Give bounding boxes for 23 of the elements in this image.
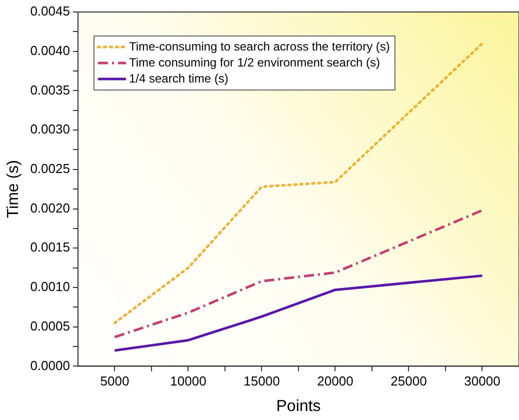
y-tick-label: 0.0035	[30, 82, 70, 98]
x-axis-title: Points	[276, 398, 321, 415]
y-tick-label: 0.0020	[30, 200, 70, 216]
y-tick-label: 0.0010	[30, 279, 70, 294]
legend-label: Time consuming for 1/2 environment search (s)	[128, 55, 380, 70]
x-tick-label: 25000	[390, 374, 427, 389]
y-tick-label: 0.0005	[30, 318, 70, 334]
line-series	[113, 209, 484, 338]
x-tick-label: 15000	[244, 374, 280, 389]
y-tick-label: 0.0015	[30, 240, 70, 255]
y-tick-label: 0.0030	[30, 122, 70, 137]
x-tick-label: 5000	[100, 374, 130, 389]
legend-label: 1/4 search time (s)	[128, 71, 228, 86]
y-axis-title: Time (s)	[5, 160, 22, 218]
line-series	[113, 42, 484, 324]
y-tick-label: 0.0040	[30, 42, 70, 58]
y-tick-label: 0.0025	[30, 161, 70, 176]
y-tick-label: 0.0045	[30, 4, 70, 19]
legend-label: Time-consuming to search across the territory (s)	[128, 39, 390, 54]
y-tick-label: 0.0000	[30, 358, 70, 373]
x-tick-label: 20000	[317, 374, 354, 389]
x-tick-label: 30000	[464, 374, 500, 389]
x-tick-label: 10000	[170, 374, 206, 389]
